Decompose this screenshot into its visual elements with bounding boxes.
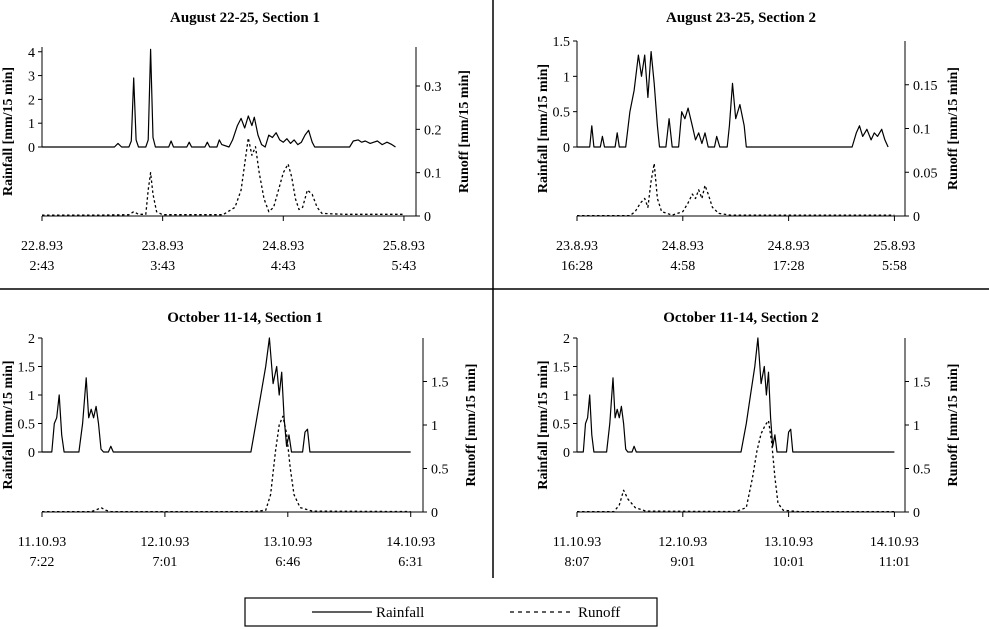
x-tick-label-date: 23.8.93 bbox=[556, 239, 598, 254]
rainfall-tick-label: 1 bbox=[563, 70, 570, 85]
runoff-tick-label: 1.5 bbox=[431, 376, 449, 391]
x-tick-label-date: 14.10.93 bbox=[870, 535, 919, 550]
runoff-tick-label: 0.2 bbox=[424, 123, 442, 138]
runoff-series-line bbox=[577, 162, 895, 217]
x-tick-label-date: 24.8.93 bbox=[262, 239, 304, 254]
runoff-axis-label: Runoff [mm/15 min] bbox=[946, 364, 961, 487]
rainfall-tick-label: 0.5 bbox=[553, 106, 571, 121]
runoff-tick-label: 0.1 bbox=[913, 123, 931, 138]
x-tick-label-date: 12.10.93 bbox=[140, 535, 189, 550]
x-tick-label-date: 22.8.93 bbox=[21, 239, 63, 254]
runoff-series-line bbox=[42, 137, 404, 216]
x-tick-label-time: 5:58 bbox=[882, 259, 907, 274]
runoff-tick-label: 0.1 bbox=[424, 167, 442, 182]
x-tick-label-date: 14.10.93 bbox=[386, 535, 435, 550]
rainfall-tick-label: 1 bbox=[28, 117, 35, 132]
chart-panel-1: August 22-25, Section 1 0 1 2 3 4 Rainfall [mm… bbox=[1, 10, 472, 274]
runoff-tick-label: 0 bbox=[913, 506, 920, 521]
x-tick-label-time: 16:28 bbox=[561, 259, 593, 274]
rainfall-axis-label: Rainfall [mm/15 min] bbox=[536, 360, 551, 489]
chart-panel-2: August 23-25, Section 2 0 0.5 1 1.5Rainfall … bbox=[536, 10, 961, 274]
rainfall-tick-label: 1.5 bbox=[553, 35, 571, 50]
chart-title: October 11-14, Section 2 bbox=[663, 310, 819, 326]
rainfall-series-line bbox=[42, 48, 396, 148]
runoff-axis-label: Runoff [mm/15 min] bbox=[946, 67, 961, 190]
legend: Rainfall Runoff bbox=[244, 597, 658, 627]
rainfall-tick-label: 0 bbox=[28, 141, 35, 156]
rainfall-tick-label: 1.5 bbox=[553, 361, 571, 376]
runoff-tick-label: 0.3 bbox=[424, 80, 442, 95]
x-tick-label-time: 4:43 bbox=[271, 259, 296, 274]
rainfall-tick-label: 0.5 bbox=[18, 418, 36, 433]
rainfall-axis-label: Rainfall [mm/15 min] bbox=[1, 67, 16, 196]
rainfall-axis-label: Rainfall [mm/15 min] bbox=[1, 360, 16, 489]
chart-panel-3: October 11-14, Section 1 0 0.5 1 1.5 2 Rainfal… bbox=[1, 310, 479, 570]
runoff-tick-label: 1 bbox=[431, 419, 438, 434]
runoff-tick-label: 0.15 bbox=[913, 79, 938, 94]
runoff-tick-label: 0 bbox=[913, 210, 920, 225]
x-tick-label-date: 24.8.93 bbox=[768, 239, 810, 254]
rainfall-tick-label: 0 bbox=[28, 446, 35, 461]
x-tick-label-date: 13.10.93 bbox=[263, 535, 312, 550]
rainfall-axis-label: Rainfall [mm/15 min] bbox=[536, 64, 551, 193]
rainfall-tick-label: 2 bbox=[28, 93, 35, 108]
x-tick-label-time: 17:28 bbox=[773, 259, 805, 274]
x-tick-label-time: 8:07 bbox=[565, 555, 590, 570]
chart-panels: August 22-25, Section 1 0 1 2 3 4 Rainfall [mm… bbox=[1, 10, 961, 570]
rainfall-tick-label: 4 bbox=[28, 46, 35, 61]
x-tick-label-time: 10:01 bbox=[773, 555, 805, 570]
x-tick-label-time: 5:43 bbox=[391, 259, 416, 274]
x-tick-label-time: 3:43 bbox=[150, 259, 175, 274]
legend-runoff-label: Runoff bbox=[578, 605, 620, 621]
x-tick-label-date: 23.8.93 bbox=[142, 239, 184, 254]
rainfall-tick-label: 1.5 bbox=[18, 361, 36, 376]
runoff-axis-label: Runoff [mm/15 min] bbox=[464, 364, 479, 487]
runoff-tick-label: 0.05 bbox=[913, 166, 938, 181]
chart-title: August 23-25, Section 2 bbox=[666, 10, 816, 26]
runoff-axis-label: Runoff [mm/15 min] bbox=[457, 70, 472, 193]
rainfall-series-line bbox=[577, 50, 889, 148]
x-tick-label-time: 7:22 bbox=[30, 555, 55, 570]
runoff-tick-label: 0 bbox=[424, 210, 431, 225]
rainfall-series-line bbox=[577, 337, 895, 453]
x-tick-label-date: 24.8.93 bbox=[662, 239, 704, 254]
runoff-tick-label: 1 bbox=[913, 419, 920, 434]
rainfall-tick-label: 3 bbox=[28, 70, 35, 85]
runoff-tick-label: 0.5 bbox=[431, 463, 449, 478]
rainfall-tick-label: 1 bbox=[563, 389, 570, 404]
rainfall-tick-label: 0 bbox=[563, 141, 570, 156]
chart-title: October 11-14, Section 1 bbox=[167, 310, 323, 326]
x-tick-label-date: 11.10.93 bbox=[18, 535, 66, 550]
x-tick-label-date: 25.8.93 bbox=[873, 239, 915, 254]
x-tick-label-time: 7:01 bbox=[152, 555, 177, 570]
x-tick-label-time: 6:31 bbox=[398, 555, 423, 570]
x-tick-label-date: 25.8.93 bbox=[383, 239, 425, 254]
x-tick-label-date: 13.10.93 bbox=[764, 535, 813, 550]
x-tick-label-time: 11:01 bbox=[879, 555, 910, 570]
x-tick-label-time: 9:01 bbox=[670, 555, 695, 570]
rainfall-series-line bbox=[42, 337, 411, 453]
chart-title: August 22-25, Section 1 bbox=[170, 10, 320, 26]
x-tick-label-time: 4:58 bbox=[670, 259, 695, 274]
runoff-tick-label: 0.5 bbox=[913, 463, 931, 478]
rainfall-tick-label: 0 bbox=[563, 446, 570, 461]
runoff-series-line bbox=[42, 415, 411, 513]
chart-panel-4: October 11-14, Section 2 0 0.5 1 1.5 2 Rainfal… bbox=[536, 310, 961, 570]
runoff-series-line bbox=[577, 419, 895, 513]
legend-rainfall-label: Rainfall bbox=[376, 605, 424, 621]
rainfall-tick-label: 2 bbox=[28, 332, 35, 347]
x-tick-label-date: 12.10.93 bbox=[658, 535, 707, 550]
x-tick-label-time: 6:46 bbox=[275, 555, 300, 570]
runoff-tick-label: 1.5 bbox=[913, 376, 931, 391]
rainfall-tick-label: 1 bbox=[28, 389, 35, 404]
x-tick-label-time: 2:43 bbox=[30, 259, 55, 274]
x-tick-label-date: 11.10.93 bbox=[553, 535, 601, 550]
rainfall-tick-label: 0.5 bbox=[553, 418, 571, 433]
rainfall-tick-label: 2 bbox=[563, 332, 570, 347]
runoff-tick-label: 0 bbox=[431, 506, 438, 521]
